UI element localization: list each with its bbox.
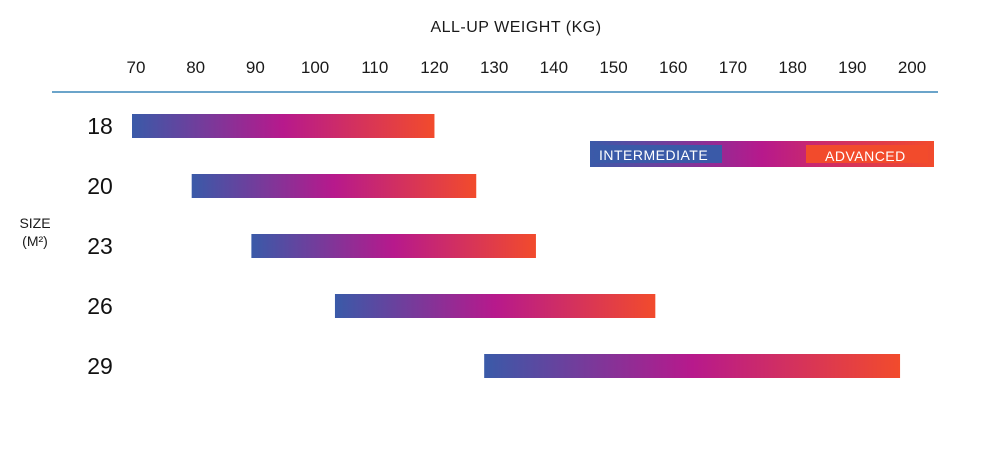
legend-advanced-label: ADVANCED bbox=[825, 148, 906, 164]
x-tick-180: 180 bbox=[778, 58, 806, 77]
range-bar-23 bbox=[251, 234, 536, 258]
y-axis-label-line-2: (M²) bbox=[22, 233, 48, 249]
x-tick-80: 80 bbox=[186, 58, 205, 77]
y-axis-label-line-1: SIZE bbox=[19, 215, 50, 231]
x-tick-70: 70 bbox=[127, 58, 146, 77]
range-bar-26 bbox=[334, 294, 656, 318]
size-label-20: 20 bbox=[87, 173, 113, 199]
range-bar-29 bbox=[484, 354, 901, 378]
x-axis-ticks: 70 80 90 100 110 120 130 140 150 160 170 180 190 200 bbox=[127, 58, 927, 77]
size-label-23: 23 bbox=[87, 233, 113, 259]
y-axis-label: SIZE (M²) bbox=[19, 215, 50, 249]
x-tick-120: 120 bbox=[420, 58, 448, 77]
x-tick-110: 110 bbox=[361, 58, 388, 77]
x-tick-160: 160 bbox=[659, 58, 687, 77]
x-tick-90: 90 bbox=[246, 58, 265, 77]
x-tick-130: 130 bbox=[480, 58, 508, 77]
size-label-26: 26 bbox=[87, 293, 113, 319]
legend-advanced-swatch bbox=[806, 145, 928, 163]
x-tick-140: 140 bbox=[540, 58, 568, 77]
size-label-29: 29 bbox=[87, 353, 113, 379]
x-tick-190: 190 bbox=[838, 58, 866, 77]
x-tick-100: 100 bbox=[301, 58, 329, 77]
range-bars bbox=[132, 114, 901, 378]
x-tick-170: 170 bbox=[719, 58, 747, 77]
legend-intermediate-label: INTERMEDIATE bbox=[599, 147, 708, 163]
range-bar-20 bbox=[191, 174, 477, 198]
size-labels: 18 20 23 26 29 bbox=[87, 113, 113, 379]
legend-intermediate-swatch bbox=[594, 145, 722, 163]
legend: INTERMEDIATE ADVANCED bbox=[590, 141, 934, 167]
size-label-18: 18 bbox=[87, 113, 113, 139]
chart-title: ALL-UP WEIGHT (KG) bbox=[430, 19, 601, 36]
range-bar-18 bbox=[132, 114, 435, 138]
x-tick-150: 150 bbox=[599, 58, 627, 77]
x-tick-200: 200 bbox=[898, 58, 926, 77]
